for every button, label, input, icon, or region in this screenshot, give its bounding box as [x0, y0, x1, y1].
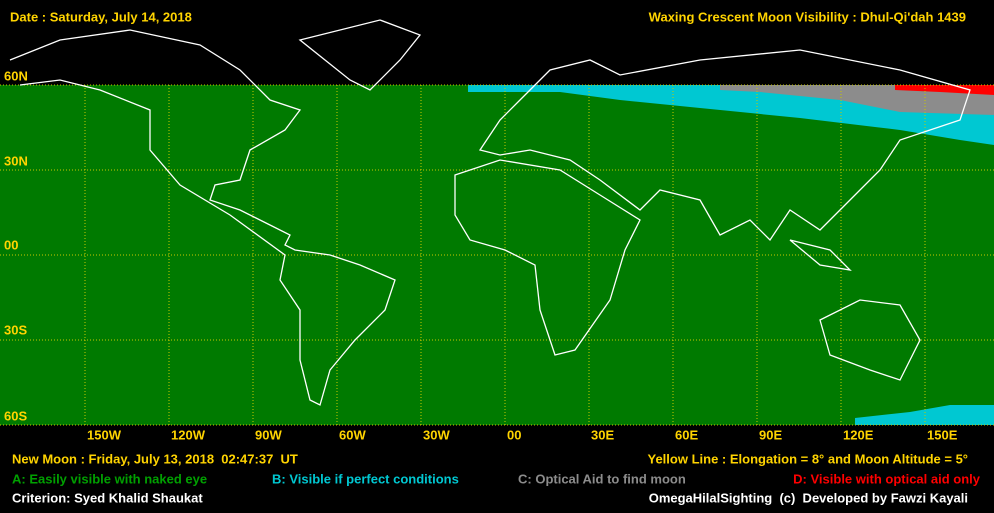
lon-labels: 150W 120W 90W 60W 30W 00 30E 60E 90E 120E 150E: [87, 427, 958, 442]
lat-label: 60S: [4, 408, 27, 423]
criterion: Criterion: Syed Khalid Shaukat: [12, 490, 203, 505]
credit: OmegaHilalSighting (c) Developed by Fawz…: [649, 490, 968, 505]
lon-label: 150W: [87, 427, 122, 442]
eurasia: [478, 49, 971, 242]
lon-label: 120W: [171, 427, 206, 442]
new-moon: New Moon : Friday, July 13, 2018 02:47:3…: [12, 451, 298, 466]
lon-label: 60W: [339, 427, 366, 442]
coastlines: [9, 19, 971, 406]
yellow-line-note: Yellow Line : Elongation = 8° and Moon A…: [648, 451, 969, 466]
zone-c: [720, 85, 994, 115]
legend-c: C: Optical Aid to find moon: [518, 471, 686, 486]
australia: [819, 299, 921, 381]
lon-label: 30E: [591, 427, 614, 442]
lon-label: 150E: [927, 427, 958, 442]
indonesia: [789, 239, 852, 271]
legend-b: B: Visible if perfect conditions: [272, 471, 459, 486]
lon-label: 00: [507, 427, 521, 442]
lat-label: 30S: [4, 322, 27, 337]
lon-label: 90E: [759, 427, 782, 442]
lat-label: 30N: [4, 153, 28, 168]
lon-label: 120E: [843, 427, 874, 442]
lon-label: 30W: [423, 427, 450, 442]
graticule: [0, 84, 994, 426]
lat-label: 60N: [4, 68, 28, 83]
zone-a: [0, 85, 994, 425]
greenland: [298, 19, 422, 91]
legend-d: D: Visible with optical aid only: [793, 471, 981, 486]
title: Waxing Crescent Moon Visibility : Dhul-Q…: [649, 9, 966, 24]
africa: [454, 159, 641, 356]
lat-label: 00: [4, 237, 18, 252]
lon-label: 90W: [255, 427, 282, 442]
americas: [9, 29, 396, 406]
lon-label: 60E: [675, 427, 698, 442]
date: Date : Saturday, July 14, 2018: [10, 9, 192, 24]
legend-a: A: Easily visible with naked eye: [12, 471, 207, 486]
